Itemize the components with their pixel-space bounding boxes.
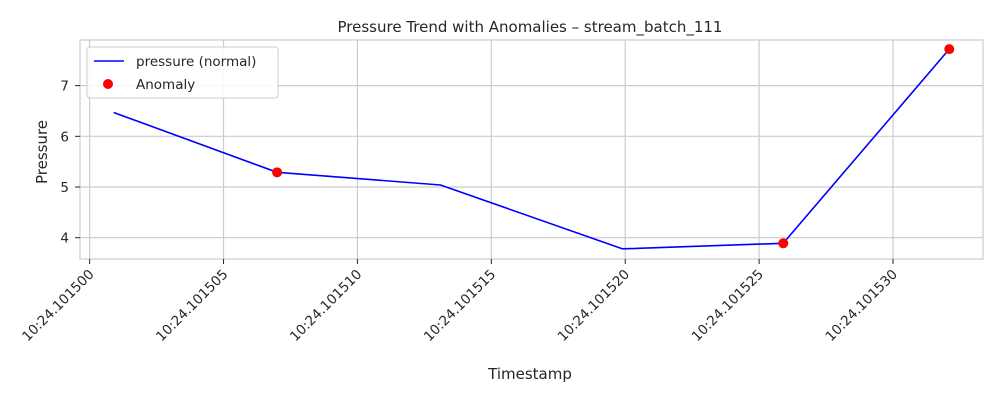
- y-tick-label: 6: [60, 129, 69, 145]
- x-tick-label: 10:24.101500: [19, 267, 97, 345]
- x-tick-label: 10:24.101525: [689, 267, 767, 345]
- x-axis-label: Timestamp: [487, 365, 572, 383]
- x-tick-label: 10:24.101530: [823, 267, 901, 345]
- x-tick-label: 10:24.101515: [421, 267, 499, 345]
- legend-label-normal: pressure (normal): [136, 54, 256, 70]
- plot-area-frame: [79, 39, 984, 260]
- x-axis-ticks: 10:24.101500 10:24.101505 10:24.101510 10:2…: [19, 259, 901, 345]
- legend-anomaly-swatch: [103, 79, 113, 89]
- legend-box: [86, 46, 279, 99]
- anomaly-point: [944, 44, 955, 55]
- chart-title: Pressure Trend with Anomalies – stream_b…: [338, 18, 723, 37]
- x-tick-label: 10:24.101505: [153, 267, 231, 345]
- legend: pressure (normal) Anomaly: [86, 46, 279, 99]
- x-tick-label: 10:24.101520: [555, 267, 633, 345]
- anomaly-point: [272, 167, 283, 178]
- y-tick-label: 5: [60, 180, 69, 196]
- legend-label-anomaly: Anomaly: [136, 77, 195, 93]
- pressure-line: [113, 48, 950, 250]
- y-tick-label: 4: [60, 231, 69, 247]
- y-tick-label: 7: [60, 79, 69, 95]
- x-tick-label: 10:24.101510: [287, 267, 365, 345]
- series: [113, 44, 955, 250]
- y-axis-label: Pressure: [33, 120, 51, 184]
- anomaly-point: [778, 238, 789, 249]
- y-axis-ticks: 4 5 6 7: [60, 79, 80, 247]
